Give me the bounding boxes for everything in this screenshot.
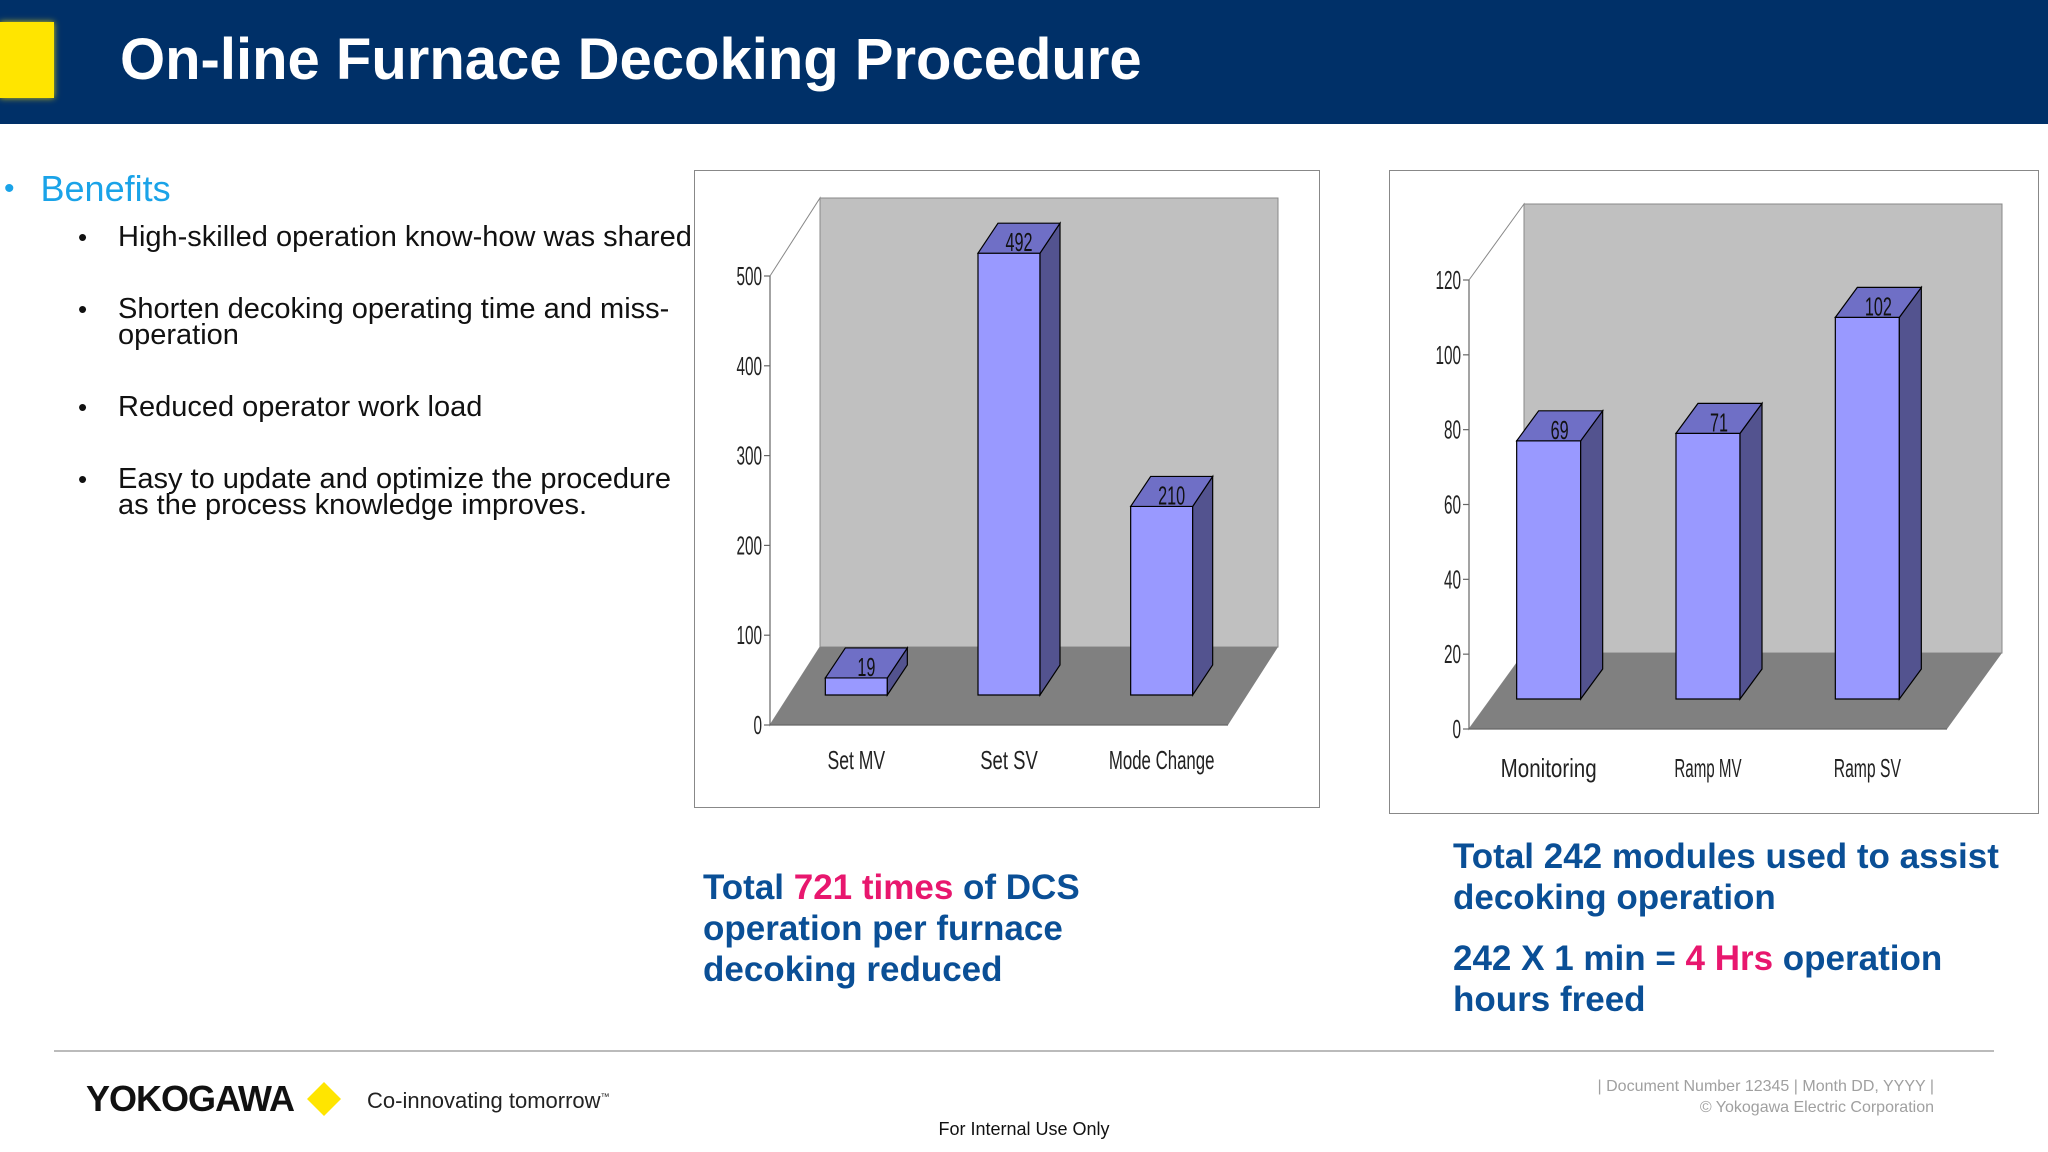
- bar-top: [1515, 410, 1604, 442]
- bar-top: [1674, 402, 1764, 434]
- bar-data-label: 492: [1006, 227, 1033, 257]
- summary1-post: of DCS operation per furnace decoking re…: [703, 868, 1080, 989]
- x-category-label: Monitoring: [1501, 753, 1597, 783]
- internal-use-label: For Internal Use Only: [938, 1119, 1110, 1139]
- bar-front: [1516, 440, 1582, 700]
- bar: [824, 645, 909, 697]
- chart-dcs-operations: 0 100 200 300 400 500 19 Set MV 492 Set SV 210 Mode…: [694, 170, 1320, 808]
- bar-side: [1898, 285, 1922, 701]
- bar: [1515, 408, 1604, 701]
- y-tick-label: 120: [1436, 265, 1462, 295]
- y-tick-label: 500: [737, 261, 763, 291]
- list-item: Reduced operator work load: [0, 393, 700, 422]
- benefits-section: • Benefits High-skilled operation know-h…: [0, 168, 700, 564]
- diamond-icon: [307, 1082, 341, 1116]
- bar-front: [1675, 432, 1741, 700]
- summary2-line2: 242 X 1 min = 4 Hrs operation hours free…: [1453, 938, 2033, 1020]
- chart-dcs-operations-svg: 0 100 200 300 400 500 19 Set MV 492 Set SV 210 Mode…: [737, 196, 1279, 775]
- bar-front: [977, 252, 1041, 696]
- x-category-label: Set SV: [980, 745, 1038, 775]
- bar-data-label: 102: [1865, 291, 1892, 321]
- summary-dcs-operations: Total 721 times of DCS operation per fur…: [703, 867, 1143, 990]
- x-category-label: Ramp SV: [1834, 753, 1902, 783]
- footer-divider: [54, 1050, 1994, 1052]
- y-tick-label: 60: [1444, 490, 1461, 520]
- bar-top: [1129, 475, 1214, 508]
- summary1-pre: Total: [703, 868, 794, 907]
- y-tick-label: 400: [737, 351, 763, 381]
- summary2-highlight: 4 Hrs: [1685, 939, 1774, 978]
- bar: [1674, 401, 1764, 701]
- doc-line2: © Yokogawa Electric Corporation: [1699, 1099, 1934, 1116]
- summary2-line1: Total 242 modules used to assist decokin…: [1453, 837, 1999, 917]
- y-tick-label: 20: [1444, 639, 1461, 669]
- chart-modules-used-svg: 0 20 40 60 80 100 120 69 Monitoring 71 Ramp MV 102 R…: [1436, 202, 2003, 783]
- brand-square: [0, 22, 54, 98]
- list-item: High-skilled operation know-how was shar…: [0, 223, 700, 252]
- y-tick-label: 0: [1453, 714, 1462, 744]
- summary1-highlight: 721 times: [793, 868, 954, 907]
- y-tick-label: 300: [737, 441, 763, 471]
- benefits-heading-text: Benefits: [40, 168, 171, 209]
- bullet-icon: •: [4, 172, 15, 205]
- x-category-label: Ramp MV: [1674, 753, 1742, 783]
- bar-side: [1039, 221, 1061, 697]
- chart-side-wall: [769, 196, 821, 727]
- bar-side: [1192, 474, 1214, 697]
- y-tick-label: 100: [737, 620, 763, 650]
- bar-top: [824, 647, 909, 679]
- summary2-pre: 242 X 1 min =: [1453, 939, 1686, 978]
- bar: [976, 221, 1062, 697]
- bar-top: [1834, 286, 1923, 318]
- summary-modules: Total 242 modules used to assist decokin…: [1453, 836, 2033, 1040]
- x-category-label: Mode Change: [1109, 745, 1215, 775]
- bar-front: [1834, 316, 1900, 700]
- x-category-label: Set MV: [828, 745, 886, 775]
- bar-data-label: 69: [1551, 415, 1569, 445]
- y-tick-label: 40: [1444, 564, 1461, 594]
- trademark-mark: ™: [600, 1091, 610, 1102]
- doc-line1: | Document Number 12345 | Month DD, YYYY…: [1597, 1078, 1934, 1095]
- y-tick-label: 100: [1436, 340, 1462, 370]
- bar-data-label: 19: [857, 652, 875, 682]
- tagline-text: Co-innovating tomorrow: [367, 1088, 601, 1113]
- yokogawa-logo: YOKOGAWA: [86, 1078, 295, 1119]
- bar-side: [1580, 408, 1604, 701]
- y-tick-label: 80: [1444, 415, 1461, 445]
- page-title: On-line Furnace Decoking Procedure: [120, 27, 1142, 92]
- bar: [1834, 285, 1923, 701]
- header-bar: On-line Furnace Decoking Procedure: [0, 0, 2048, 124]
- y-tick-label: 200: [737, 530, 763, 560]
- list-item: Shorten decoking operating time and miss…: [0, 295, 700, 350]
- chart-side-wall: [1468, 202, 1525, 731]
- bar-top: [976, 222, 1062, 254]
- benefits-heading: • Benefits: [4, 168, 700, 210]
- list-item: Easy to update and optimize the procedur…: [0, 465, 700, 520]
- bar-data-label: 210: [1158, 480, 1185, 510]
- y-tick-label: 0: [754, 710, 763, 740]
- bar-front: [1130, 505, 1194, 696]
- bar-front: [824, 677, 888, 696]
- chart-modules-used: 0 20 40 60 80 100 120 69 Monitoring 71 Ramp MV 102 R…: [1389, 170, 2039, 814]
- bar-data-label: 71: [1710, 407, 1728, 437]
- bar: [1129, 474, 1214, 697]
- document-number: | Document Number 12345 | Month DD, YYYY…: [1598, 1076, 1934, 1118]
- tagline: Co-innovating tomorrow™: [367, 1088, 610, 1114]
- bar-side: [1739, 401, 1763, 701]
- summary2-post: operation hours freed: [1453, 939, 1943, 1019]
- benefits-list: High-skilled operation know-how was shar…: [0, 223, 700, 520]
